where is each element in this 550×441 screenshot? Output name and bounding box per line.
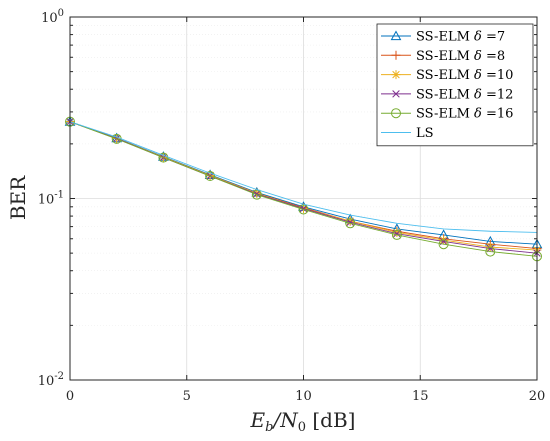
x-tick-label: 10 <box>295 389 312 404</box>
series-layer <box>64 116 543 262</box>
legend-item: SS-ELM δ =12 <box>381 87 513 102</box>
legend-label: SS-ELM δ =10 <box>416 68 513 83</box>
circle-marker <box>205 171 216 182</box>
circle-marker <box>391 108 401 119</box>
legend-label: SS-ELM δ =8 <box>416 49 505 64</box>
plus-marker <box>391 50 401 60</box>
circle-marker <box>345 218 356 229</box>
circle-marker <box>158 152 169 163</box>
asterisk-marker <box>392 227 402 237</box>
legend-item: SS-ELM δ =10 <box>381 68 513 83</box>
ticks: 0 5 10 15 20 10-2 10-1 100 <box>38 8 546 404</box>
legend-label: SS-ELM δ =16 <box>416 107 513 122</box>
circle-marker <box>298 204 309 215</box>
legend-label: SS-ELM δ =7 <box>416 30 505 45</box>
series-line <box>69 121 538 233</box>
y-tick-label: 10-1 <box>38 190 64 208</box>
legend-item: SS-ELM δ =8 <box>381 49 505 64</box>
series-6 <box>69 121 538 233</box>
series-5 <box>65 116 542 262</box>
circle-marker <box>485 246 496 257</box>
x-tick-label: 0 <box>66 389 74 404</box>
y-tick-label: 10-2 <box>38 371 64 389</box>
y-axis-label: BER <box>6 175 30 220</box>
asterisk-marker <box>391 70 401 80</box>
legend-item: SS-ELM δ =7 <box>381 30 505 45</box>
triangle-marker <box>390 30 402 41</box>
legend-item: LS <box>381 126 434 141</box>
cross-marker <box>253 190 261 198</box>
cross-marker <box>346 218 354 226</box>
y-tick-label: 100 <box>41 8 64 26</box>
circle-marker <box>438 239 449 250</box>
legend: SS-ELM δ =7 SS-ELM δ =8 SS-ELM δ =10 SS-ELM… <box>376 23 534 147</box>
x-tick-label: 15 <box>412 389 429 404</box>
legend-box <box>376 23 534 147</box>
circle-marker <box>251 189 262 200</box>
asterisk-marker <box>252 188 262 198</box>
x-tick-label: 20 <box>529 389 546 404</box>
circle-marker <box>391 229 402 240</box>
series-line <box>69 121 538 257</box>
asterisk-marker <box>345 216 355 226</box>
cross-marker <box>393 229 401 238</box>
legend-label: LS <box>416 126 434 141</box>
legend-item: SS-ELM δ =16 <box>381 107 513 122</box>
legend-label: SS-ELM δ =12 <box>416 87 513 102</box>
x-tick-label: 5 <box>183 389 191 404</box>
cross-marker <box>299 204 308 213</box>
cross-marker <box>392 90 400 98</box>
x-axis-label: Eb/N0 [dB] <box>250 408 356 435</box>
